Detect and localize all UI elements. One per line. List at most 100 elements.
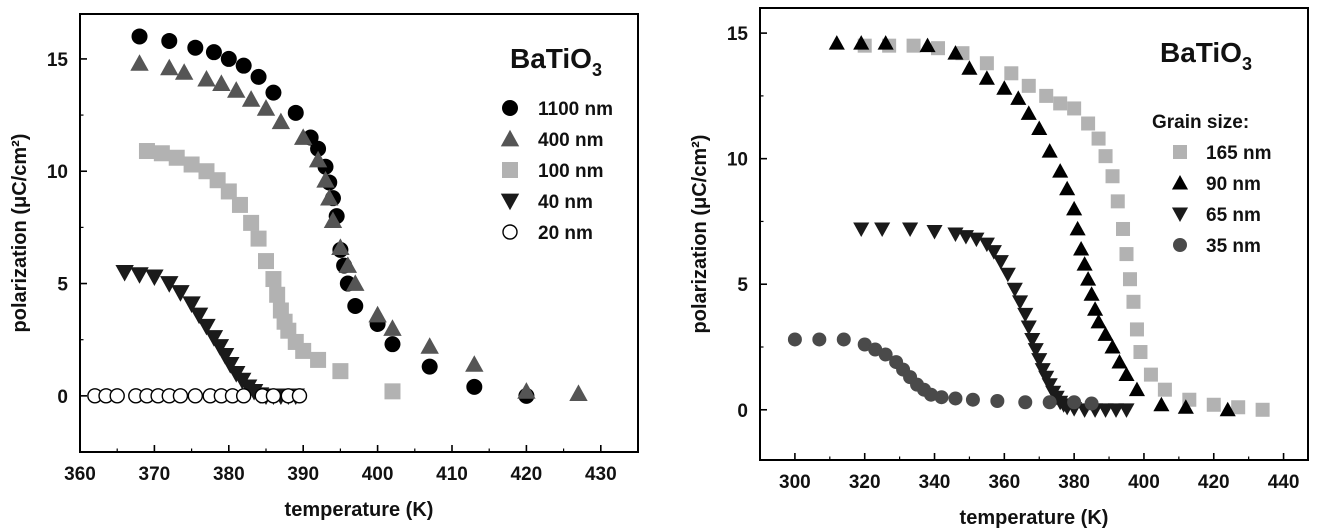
data-point (569, 384, 588, 401)
data-point (205, 44, 222, 61)
chart-title-subscript: 3 (1242, 54, 1252, 74)
series-165-nm (857, 38, 1270, 417)
data-point (1066, 200, 1083, 216)
data-point (138, 143, 155, 160)
data-point (265, 388, 282, 404)
data-point (1118, 403, 1135, 418)
data-point (1116, 221, 1131, 236)
chart-title-main: BaTiO (510, 43, 592, 74)
data-point (310, 140, 327, 157)
data-point (812, 332, 827, 347)
plot-frame (759, 7, 1309, 461)
data-point (161, 32, 178, 49)
data-point (965, 392, 980, 407)
chart-title: BaTiO3 (1160, 37, 1252, 74)
legend-marker (1171, 207, 1189, 223)
y-tick-label: 0 (57, 387, 68, 408)
y-tick-label: 5 (737, 275, 748, 296)
data-point (1020, 105, 1037, 120)
data-point (160, 276, 179, 293)
data-point (235, 57, 252, 74)
data-point (241, 90, 261, 107)
data-point (130, 54, 149, 71)
y-axis-label: polarization (μC/cm²) (689, 135, 711, 334)
data-point (1069, 220, 1086, 236)
x-tick-label: 340 (919, 472, 951, 493)
data-point (1090, 313, 1107, 329)
data-point (877, 35, 894, 50)
series-100-nm (138, 143, 401, 400)
data-point (231, 196, 248, 213)
series-20-nm (87, 388, 308, 404)
data-point (384, 383, 401, 400)
data-point (331, 238, 350, 255)
legend-label: 90 nm (1206, 174, 1261, 195)
data-point (235, 388, 252, 404)
data-point (1038, 370, 1055, 386)
data-point (265, 84, 282, 101)
data-point (1231, 400, 1246, 415)
data-point (1053, 96, 1068, 111)
data-point (1255, 402, 1270, 417)
data-point (1059, 180, 1076, 196)
data-point (874, 222, 891, 238)
data-point (295, 342, 312, 359)
data-point (197, 318, 216, 336)
data-point (979, 56, 994, 71)
data-point (1011, 295, 1029, 310)
data-point (220, 183, 237, 200)
data-point (1122, 272, 1137, 287)
data-point (1034, 363, 1051, 378)
data-point (1098, 149, 1113, 164)
x-axis-label: temperature (K) (960, 507, 1109, 529)
chart-title-main: BaTiO (1160, 37, 1242, 68)
data-point (383, 319, 402, 336)
data-point (1091, 131, 1106, 146)
data-point (197, 69, 216, 87)
data-point (990, 393, 1005, 408)
data-point (978, 70, 995, 85)
data-point (204, 330, 224, 347)
chart-1: 360 370 380 390 400 410 420 430 0 5 10 15 temperatur… (9, 13, 639, 521)
legend-marker (502, 100, 518, 116)
data-point (853, 222, 870, 238)
legend-label: 100 nm (538, 161, 603, 182)
data-point (466, 378, 483, 395)
data-point (1126, 294, 1141, 309)
y-tick-label: 15 (727, 24, 749, 45)
data-point (906, 38, 921, 53)
x-tick-label: 420 (511, 464, 543, 485)
x-tick-label: 430 (585, 464, 617, 485)
y-tick-label: 0 (737, 401, 748, 422)
x-axis-label: temperature (K) (285, 499, 434, 521)
data-point (323, 211, 343, 229)
data-point (346, 274, 365, 291)
data-point (171, 285, 190, 302)
data-point (269, 286, 286, 303)
data-point (130, 267, 149, 284)
chart-title: BaTiO3 (510, 43, 602, 80)
x-tick-label: 440 (1268, 472, 1300, 493)
data-point (1020, 320, 1037, 335)
data-point (999, 267, 1016, 283)
data-point (258, 253, 274, 270)
data-point (131, 28, 148, 45)
data-point (243, 214, 260, 231)
data-point (1031, 353, 1048, 368)
data-point (919, 37, 936, 53)
series-35-nm (787, 332, 1099, 411)
data-point (187, 39, 204, 56)
data-point (1067, 101, 1082, 116)
data-point (347, 298, 364, 314)
plot-frame (79, 13, 639, 453)
data-point (1119, 247, 1134, 262)
x-tick-label: 420 (1198, 472, 1230, 493)
x-tick-label: 400 (362, 464, 394, 485)
legend-marker (502, 162, 518, 178)
data-point (868, 342, 883, 357)
data-point (926, 225, 943, 240)
data-point (1153, 396, 1170, 412)
data-point (212, 74, 231, 91)
data-point (1006, 282, 1023, 298)
